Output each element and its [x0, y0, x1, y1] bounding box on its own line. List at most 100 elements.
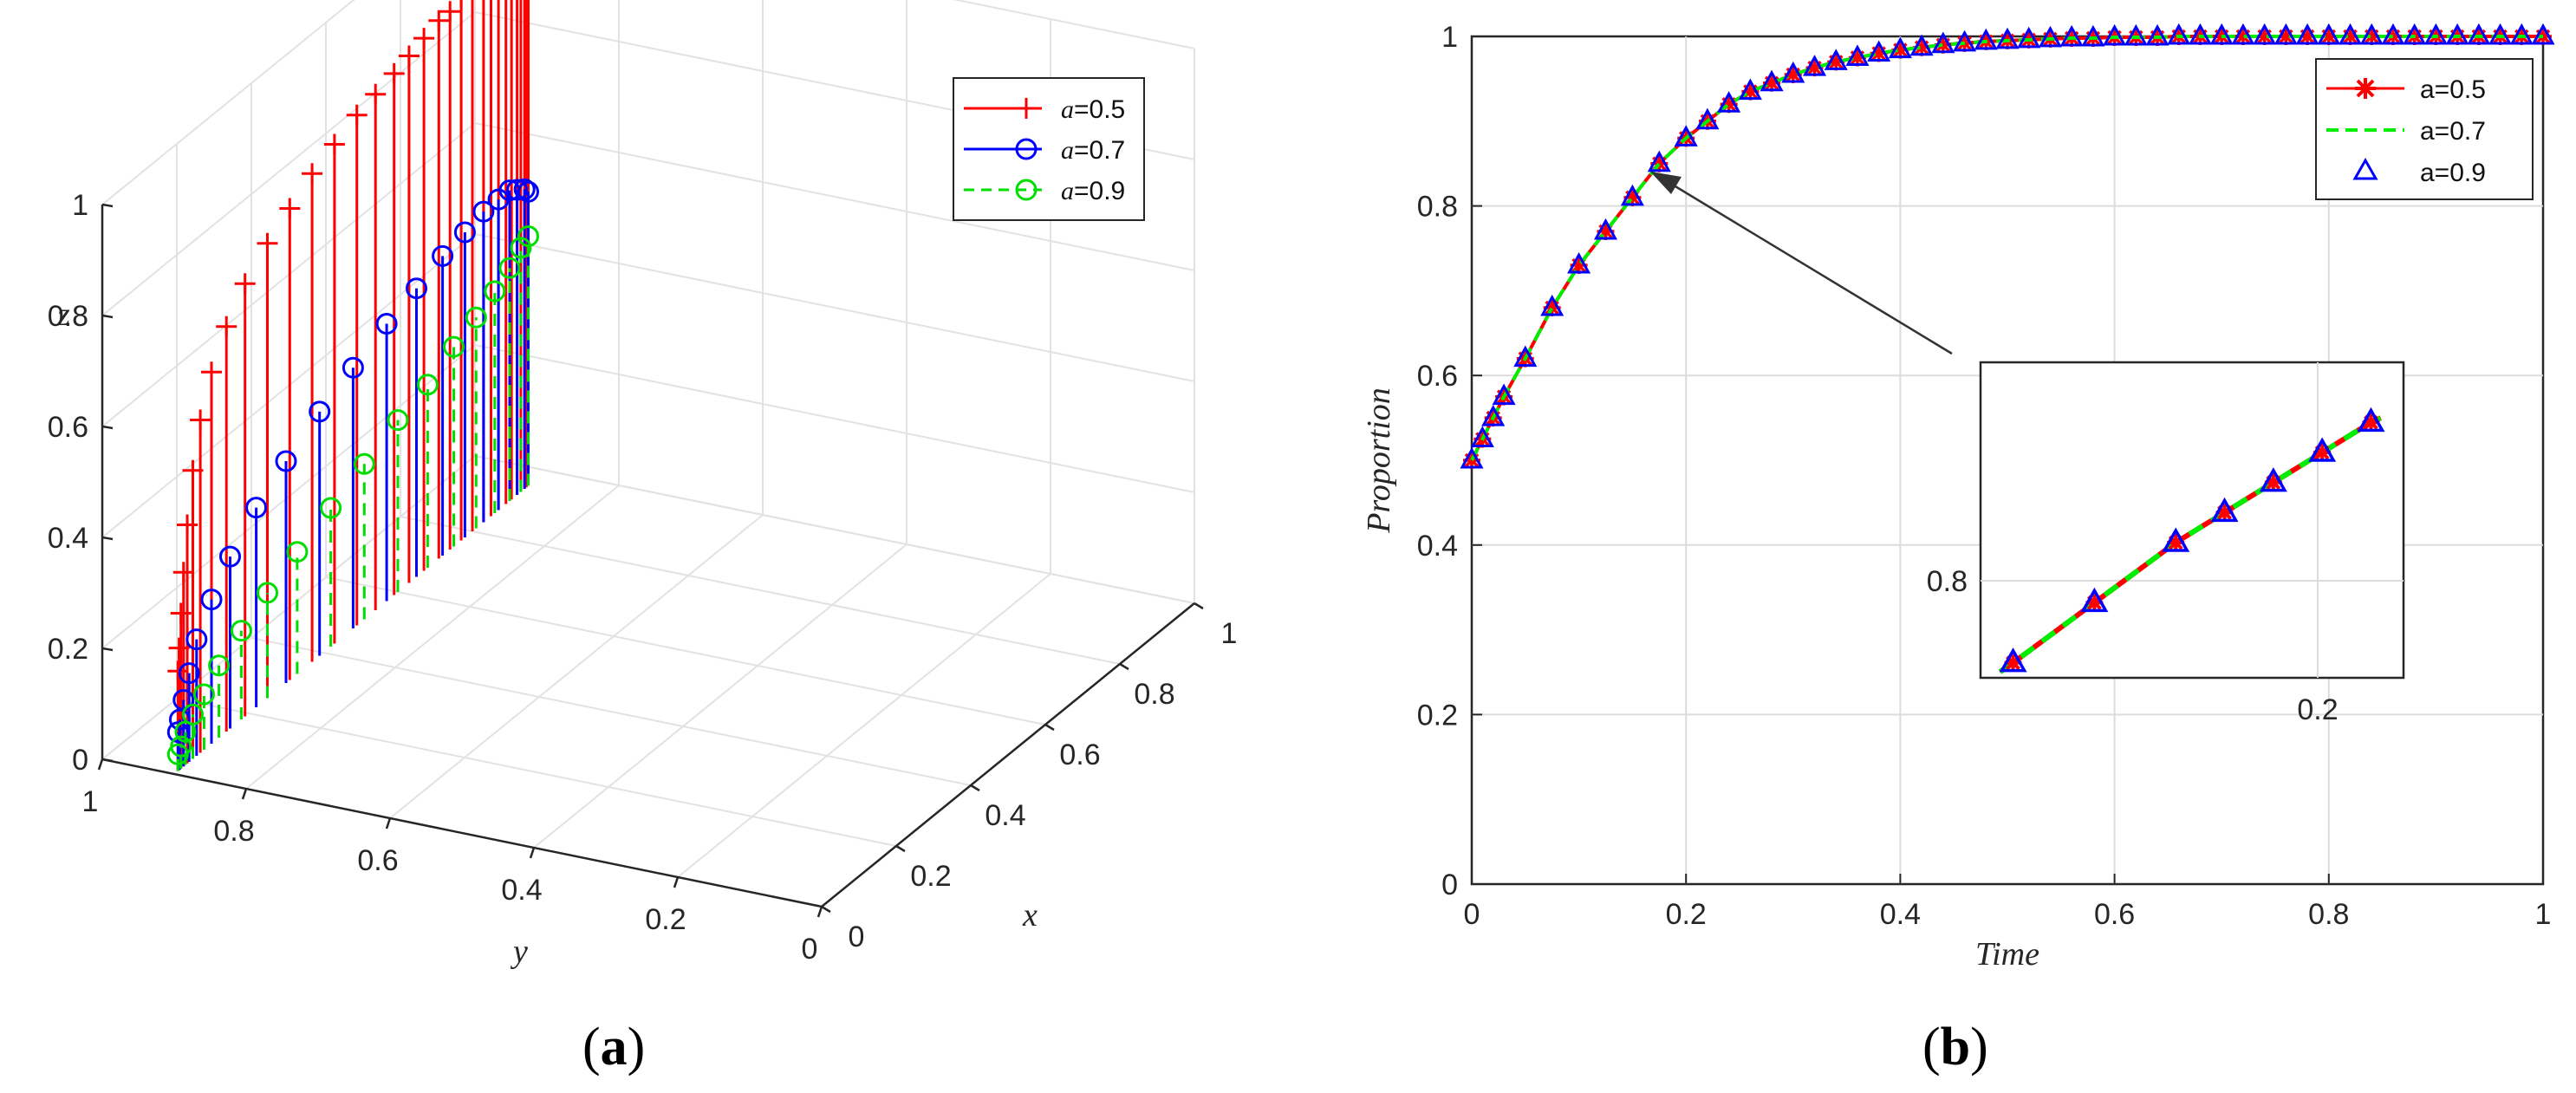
b-marker-star — [1934, 36, 1952, 54]
a-x-tick-mark — [970, 784, 980, 792]
b-marker-star — [2277, 28, 2295, 45]
b-marker-triangle — [1647, 150, 1671, 172]
svg-text:a=0.5: a=0.5 — [1061, 95, 1125, 124]
b-marker-star — [1913, 38, 1931, 56]
a-ylabel: y — [510, 934, 528, 970]
a-marker-plus — [201, 361, 222, 383]
b-marker-triangle — [2445, 23, 2469, 45]
a-grid-floor-y — [533, 543, 907, 849]
a-marker-plus — [172, 562, 194, 583]
a-marker-circle — [178, 662, 200, 685]
a-marker-circle — [484, 280, 506, 303]
b-marker-triangle — [2359, 23, 2384, 45]
a-marker-plus — [167, 660, 189, 682]
a-marker-plus — [257, 232, 278, 254]
b-marker-triangle — [1845, 44, 1870, 66]
a-x-tick-label: 0.4 — [985, 799, 1025, 832]
b-inset-marker-triangle — [2162, 527, 2190, 552]
b-caption: (b) — [1922, 1018, 1988, 1077]
b-marker-star — [1891, 41, 1909, 59]
a-marker-plus — [413, 28, 435, 49]
a-stems — [166, 0, 539, 771]
a-marker-plus — [190, 409, 211, 431]
b-marker-star — [1848, 49, 1866, 67]
a-grid-wall-x-h — [474, 455, 1195, 604]
a-marker-circle — [257, 582, 278, 604]
b-marker-triangle — [2231, 23, 2255, 45]
b-inset-marker-star — [2085, 594, 2104, 612]
a-grid-wall-x-h — [474, 233, 1195, 382]
b-legend-entry-2: a=0.7 — [2326, 117, 2486, 146]
a-marker-plus — [439, 1, 461, 23]
a-caption: (a) — [582, 1018, 645, 1077]
b-inset-marker-star — [2004, 654, 2022, 672]
a-y-tick-label: 0 — [802, 933, 818, 966]
b-marker-star — [1805, 59, 1824, 77]
a-z-tick-label: 0.4 — [48, 522, 88, 555]
b-marker-triangle — [1674, 125, 1698, 146]
b-inset-xtick: 0.2 — [2297, 693, 2338, 726]
b-marker-triangle — [2423, 23, 2448, 45]
a-grid-wall-y-h — [101, 0, 355, 205]
a-marker-circle — [174, 720, 197, 743]
b-marker-triangle — [2467, 23, 2491, 45]
b-marker-star — [2255, 28, 2274, 45]
a-marker-circle — [208, 654, 231, 677]
a-marker-plus — [168, 637, 190, 659]
a-grid-floor-y — [677, 573, 1051, 878]
b-marker-triangle — [1760, 69, 1784, 92]
b-x-tick-label: 0.8 — [2308, 898, 2349, 931]
b-x-tick-label: 0.4 — [1880, 898, 1921, 931]
b-marker-triangle — [2103, 23, 2127, 46]
a-marker-circle — [513, 178, 536, 200]
b-marker-triangle — [1909, 34, 1934, 56]
a-z-tick-mark — [101, 203, 114, 208]
svg-text:a=0.9: a=0.9 — [2420, 159, 2486, 187]
b-inset-marker-triangle — [2308, 437, 2337, 462]
b-marker-triangle — [1481, 404, 1506, 426]
b-marker-triangle — [1567, 251, 1591, 274]
a-marker-plus — [279, 198, 301, 219]
b-marker-triangle — [2059, 24, 2084, 47]
b-marker-triangle — [2253, 23, 2277, 45]
b-y-tick-label: 0.2 — [1417, 699, 1458, 732]
a-x-tick-mark — [1044, 723, 1055, 732]
b-marker-triangle — [1824, 49, 1848, 70]
a-marker-circle — [168, 708, 191, 731]
a-y-axis — [101, 758, 823, 908]
a-grid-wall-x-h — [474, 344, 1195, 493]
b-inset-marker-triangle — [2210, 497, 2239, 523]
a-marker-circle — [465, 306, 487, 329]
b-marker-triangle — [2124, 23, 2148, 46]
a-y-tick-mark — [385, 817, 392, 830]
b-marker-triangle — [1695, 107, 1720, 130]
b-y-tick-label: 1 — [1441, 21, 1458, 54]
a-grid-floor-x — [250, 637, 972, 786]
a-marker-circle — [498, 257, 521, 279]
b-marker-star — [2384, 28, 2402, 45]
b-inset-marker-star — [2313, 444, 2332, 461]
a-grid-floor-x — [400, 516, 1121, 665]
a-legend-entry-2: a=0.7 — [964, 136, 1125, 165]
a-grid-wall-x-h — [474, 122, 1195, 271]
a-marker-circle — [309, 400, 331, 423]
a-marker-circle — [275, 450, 297, 472]
a-marker-circle — [230, 620, 252, 642]
a-tick-labels: 0 0.2 0.4 0.6 0.8 1 0 0.2 0.4 0.6 0.8 1 0 0.2 0.4 0.6 0.… — [48, 189, 1238, 966]
b-legend-entry-1: a=0.5 — [2326, 75, 2486, 104]
a-y-tick-label: 1 — [82, 785, 99, 818]
b-series-a09 — [1460, 23, 2555, 469]
a-x-tick-mark — [1119, 662, 1129, 671]
a-marker-plus — [177, 514, 198, 536]
a-z-tick-mark — [101, 314, 114, 319]
a-marker-plus — [383, 62, 405, 84]
b-annotation-arrow — [1650, 172, 1953, 355]
b-marker-triangle — [2509, 23, 2534, 45]
a-xlabel: x — [1022, 897, 1038, 934]
b-marker-triangle — [2038, 25, 2062, 48]
a-marker-plus — [398, 45, 420, 67]
a-marker-circle — [286, 541, 309, 563]
b-marker-star — [1570, 257, 1588, 275]
b-inset-marker-star — [2167, 534, 2185, 551]
